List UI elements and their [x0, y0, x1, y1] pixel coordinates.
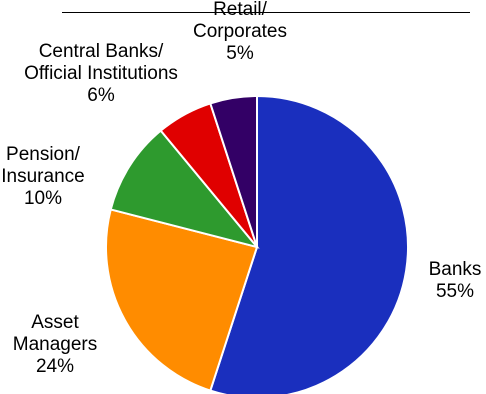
slice-label-line: Corporates	[193, 21, 287, 42]
slice-percent: 10%	[24, 188, 62, 209]
slice-label-line: Central Banks/	[39, 41, 164, 62]
pie-slice-asset-managers	[105, 208, 259, 392]
slice-label-line: Official Institutions	[24, 63, 178, 84]
slice-percent: 24%	[36, 356, 74, 377]
slice-percent: 6%	[87, 85, 115, 106]
slice-label-line: Managers	[13, 334, 98, 355]
top-border-line	[62, 12, 470, 13]
slice-label-retail-corporates: Retail/Corporates 5%	[193, 0, 287, 64]
slice-percent: 5%	[226, 43, 254, 64]
slice-label-central-banks-official-institutions: Central Banks/Official Institutions 6%	[24, 41, 178, 106]
pie-slices	[105, 94, 409, 394]
slice-label-banks: Banks 55%	[429, 259, 482, 302]
pie-slice-banks	[209, 94, 409, 394]
slice-label-line: Pension/	[6, 144, 81, 165]
slice-percent: 55%	[436, 281, 474, 302]
pie-slice-retail-corporates	[209, 94, 258, 248]
pie-slice-pension-insurance	[109, 129, 260, 249]
slice-label-pension-insurance: Pension/Insurance 10%	[1, 144, 84, 209]
pie-labels: Banks 55% Asset Managers 24% Pension/Insuranc…	[1, 0, 481, 377]
slice-label-line: Insurance	[1, 166, 84, 187]
slice-label-line: Retail/	[213, 0, 268, 20]
slice-label-line: Banks	[429, 259, 482, 280]
slice-label-line: Asset	[31, 312, 79, 333]
slice-label-asset-managers: Asset Managers 24%	[13, 312, 98, 377]
